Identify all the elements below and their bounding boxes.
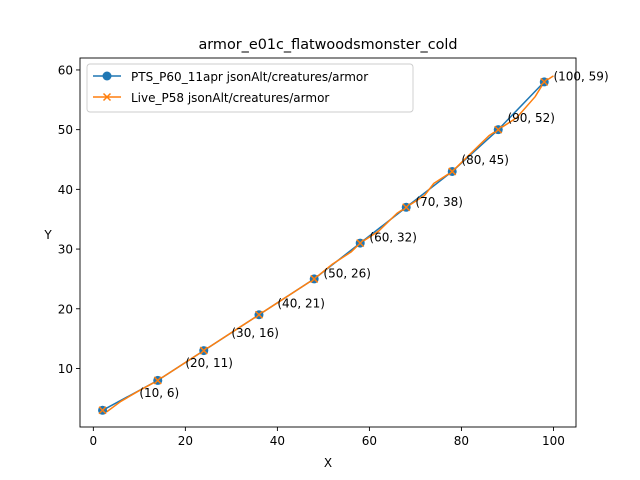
data-annotation: (10, 6) <box>139 386 179 400</box>
x-tick-label: 80 <box>454 434 469 448</box>
x-axis-label: X <box>324 456 332 470</box>
x-tick-label: 100 <box>542 434 565 448</box>
legend-marker-series-2 <box>102 92 112 102</box>
series-2-point <box>356 239 365 248</box>
data-annotation: (70, 38) <box>415 195 463 209</box>
series-2-point <box>402 203 411 212</box>
y-tick-label: 60 <box>58 63 73 77</box>
axes: 0 20 40 60 80 100 10 20 30 40 50 60 <box>58 63 565 448</box>
y-tick-label: 20 <box>58 302 73 316</box>
y-tick-label: 30 <box>58 243 73 257</box>
data-annotation: (60, 32) <box>369 231 417 245</box>
data-annotation: (30, 16) <box>231 326 279 340</box>
data-annotation: (50, 26) <box>323 266 371 280</box>
series-2-point <box>494 125 503 134</box>
series-2-point <box>199 346 208 355</box>
series-2-line <box>102 75 554 413</box>
legend-label-series-1: PTS_P60_11apr jsonAlt/creatures/armor <box>131 70 368 84</box>
data-annotation: (90, 52) <box>507 111 555 125</box>
axes-frame <box>79 57 577 428</box>
series-2-point <box>448 167 457 176</box>
legend-box <box>86 63 414 113</box>
legend-marker-series-1 <box>102 71 112 81</box>
chart-title: armor_e01c_flatwoodsmonster_cold <box>198 37 457 53</box>
data-annotation: (100, 59) <box>553 69 608 83</box>
series-2-point <box>540 77 549 86</box>
series-2-point <box>310 274 319 283</box>
y-axis-label: Y <box>43 228 52 242</box>
x-tick-label: 20 <box>178 434 193 448</box>
series-2-point <box>254 310 264 319</box>
series-2-point <box>153 376 162 385</box>
x-tick-label: 0 <box>90 434 98 448</box>
y-tick-label: 10 <box>58 362 73 376</box>
legend: PTS_P60_11apr jsonAlt/creatures/armor Li… <box>86 63 414 113</box>
x-tick-label: 60 <box>362 434 377 448</box>
data-annotation: (20, 11) <box>185 356 233 370</box>
y-tick-label: 40 <box>58 183 73 197</box>
plot-area: (10, 6) (20, 11) (30, 16) (40, 21) (50, 26) (… <box>98 69 609 415</box>
series-2-point <box>98 406 107 415</box>
data-annotation: (80, 45) <box>461 153 509 167</box>
data-annotation: (40, 21) <box>277 296 325 310</box>
legend-label-series-2: Live_P58 jsonAlt/creatures/armor <box>131 91 329 105</box>
x-tick-label: 40 <box>270 434 285 448</box>
y-tick-label: 50 <box>58 123 73 137</box>
